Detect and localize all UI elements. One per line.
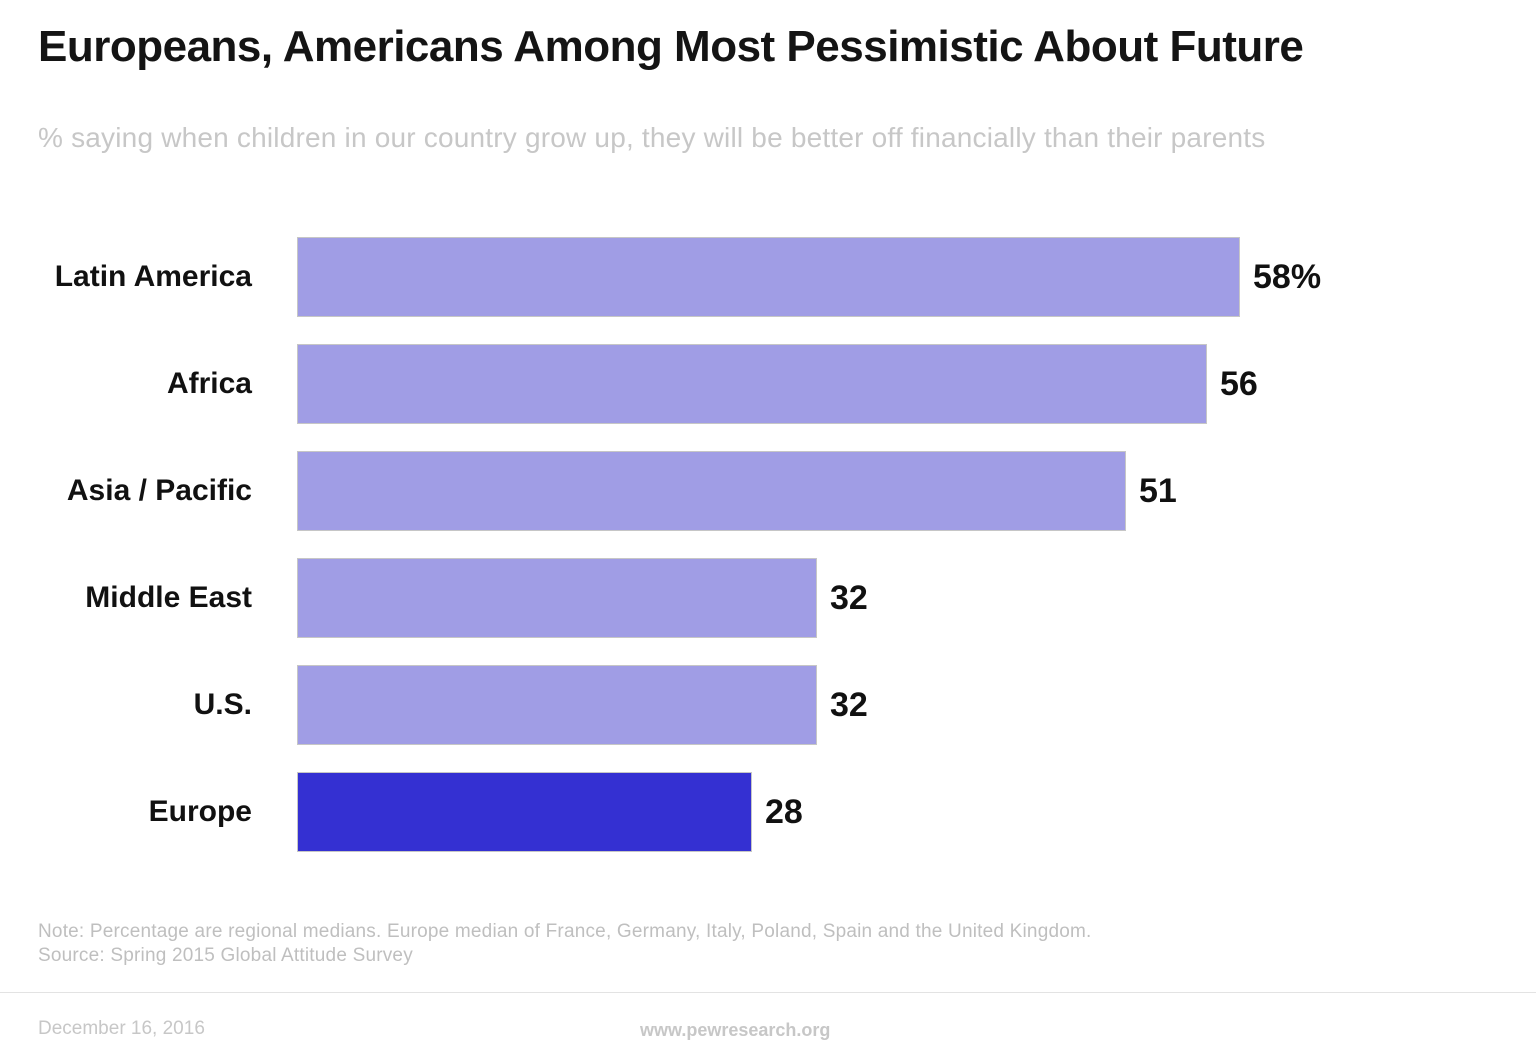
category-label: Asia / Pacific [66,474,252,507]
note-line: Note: Percentage are regional medians. E… [38,921,1092,942]
bar [297,237,1240,317]
bar [297,558,817,638]
footer-divider [0,992,1536,993]
value-label: 51 [1139,471,1177,510]
category-label: U.S. [193,688,252,721]
category-label: Europe [148,795,252,828]
bar [297,344,1207,424]
chart-row: Africa 56 [0,344,1536,424]
bar-chart: Latin America 58% Africa 56 Asia / Pacific 51… [0,237,1536,879]
category-label: Latin America [54,260,252,293]
footer-url: www.pewresearch.org [640,1020,831,1040]
category-label: Africa [166,367,252,400]
value-label: 32 [830,685,868,724]
chart-row: Europe 28 [0,772,1536,852]
bar [297,772,752,852]
value-label: 32 [830,578,868,617]
footer-date: December 16, 2016 [38,1018,205,1039]
source-line: Source: Spring 2015 Global Attitude Surv… [38,945,413,966]
page-subtitle: % saying when children in our country gr… [38,122,1266,153]
value-label: 56 [1220,364,1258,403]
value-label: 28 [765,792,803,831]
chart-row: Asia / Pacific 51 [0,451,1536,531]
bar [297,451,1126,531]
chart-row: Middle East 32 [0,558,1536,638]
bar [297,665,817,745]
page-title: Europeans, Americans Among Most Pessimis… [38,22,1304,71]
value-label: 58% [1253,257,1322,296]
note-block: Note: Percentage are regional medians. E… [38,920,1092,968]
chart-row: Latin America 58% [0,237,1536,317]
category-label: Middle East [85,581,252,614]
chart-row: U.S. 32 [0,665,1536,745]
